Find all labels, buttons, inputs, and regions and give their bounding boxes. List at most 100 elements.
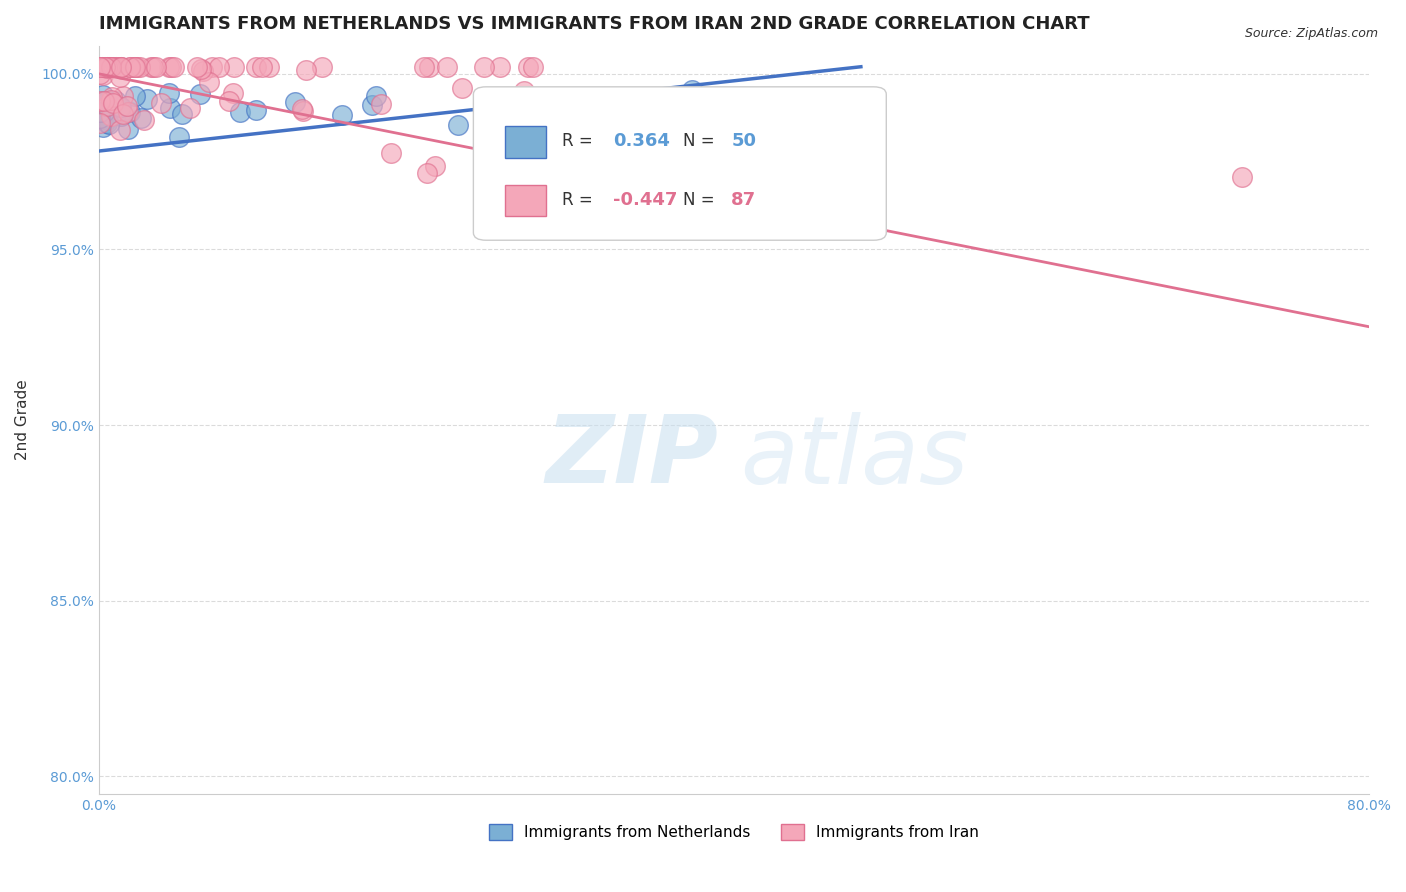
Point xyxy=(311,60,333,74)
Text: ZIP: ZIP xyxy=(546,411,718,503)
Point xyxy=(91,60,114,74)
Point xyxy=(188,87,211,101)
Point xyxy=(110,60,132,74)
Point xyxy=(291,104,314,119)
Point xyxy=(110,100,132,114)
Point xyxy=(159,101,181,115)
Point xyxy=(517,60,540,74)
Point xyxy=(602,92,624,106)
Text: R =: R = xyxy=(562,191,599,209)
Point xyxy=(380,145,402,160)
Point xyxy=(159,60,181,74)
Point xyxy=(100,93,122,107)
Point xyxy=(89,94,111,108)
Point xyxy=(89,67,111,81)
Point xyxy=(222,86,245,100)
Point xyxy=(101,95,124,110)
Point xyxy=(115,99,138,113)
Point xyxy=(472,60,495,74)
Point xyxy=(101,95,124,110)
Point xyxy=(93,105,115,120)
Point xyxy=(1230,170,1253,185)
Point xyxy=(104,60,127,74)
Point xyxy=(201,60,224,74)
Point xyxy=(111,107,134,121)
Point xyxy=(96,61,118,75)
Point xyxy=(96,113,118,128)
Point xyxy=(446,118,468,132)
Point xyxy=(481,92,503,106)
Point xyxy=(488,60,510,74)
Point xyxy=(245,60,267,74)
Point xyxy=(170,107,193,121)
Text: 0.364: 0.364 xyxy=(613,132,671,151)
Point xyxy=(450,80,472,95)
Point xyxy=(110,109,132,123)
Point xyxy=(91,106,114,120)
Point xyxy=(91,68,114,82)
Point xyxy=(98,60,121,74)
Point xyxy=(522,115,544,129)
Point xyxy=(96,116,118,130)
Point xyxy=(122,60,145,74)
Point xyxy=(117,104,139,119)
Point xyxy=(124,60,146,74)
Point xyxy=(90,60,112,74)
Point xyxy=(93,94,115,108)
Point xyxy=(89,104,111,119)
Point xyxy=(257,60,280,74)
Point xyxy=(533,109,555,123)
Point xyxy=(129,60,152,74)
Text: IMMIGRANTS FROM NETHERLANDS VS IMMIGRANTS FROM IRAN 2ND GRADE CORRELATION CHART: IMMIGRANTS FROM NETHERLANDS VS IMMIGRANT… xyxy=(98,15,1090,33)
Text: atlas: atlas xyxy=(741,412,969,503)
Point xyxy=(98,117,121,131)
Point xyxy=(100,90,122,104)
Text: -0.447: -0.447 xyxy=(613,191,678,209)
Point xyxy=(104,94,127,108)
Point xyxy=(522,133,544,147)
Point xyxy=(89,109,111,123)
Point xyxy=(96,99,118,113)
Point xyxy=(97,60,120,74)
Point xyxy=(515,101,537,115)
Point xyxy=(101,60,124,74)
Text: 50: 50 xyxy=(731,132,756,151)
Point xyxy=(135,92,157,106)
Point xyxy=(142,60,165,74)
Point xyxy=(364,88,387,103)
Point xyxy=(93,98,115,112)
Point xyxy=(127,60,149,74)
Point xyxy=(167,130,190,145)
Text: N =: N = xyxy=(683,132,720,151)
Point xyxy=(117,122,139,136)
Y-axis label: 2nd Grade: 2nd Grade xyxy=(15,379,30,460)
Point xyxy=(98,60,121,74)
Point xyxy=(245,103,267,118)
Point xyxy=(129,111,152,125)
Point xyxy=(118,105,141,120)
Point xyxy=(110,107,132,121)
Point xyxy=(159,60,181,74)
Point xyxy=(120,60,142,74)
Point xyxy=(96,60,118,74)
Point xyxy=(100,109,122,123)
Point xyxy=(94,60,117,74)
Point xyxy=(93,95,115,109)
Point xyxy=(110,60,132,74)
Point xyxy=(89,116,111,130)
Point xyxy=(523,118,546,132)
Point xyxy=(198,75,221,89)
Point xyxy=(291,103,314,117)
Point xyxy=(100,60,122,74)
Point xyxy=(134,113,156,128)
Point xyxy=(423,160,446,174)
Point xyxy=(89,101,111,115)
Text: N =: N = xyxy=(683,191,720,209)
Point xyxy=(96,60,118,74)
Point xyxy=(295,62,318,77)
Point xyxy=(145,60,167,74)
Point xyxy=(416,166,439,180)
Point xyxy=(93,94,115,108)
Point xyxy=(224,60,246,74)
Point xyxy=(98,96,121,111)
